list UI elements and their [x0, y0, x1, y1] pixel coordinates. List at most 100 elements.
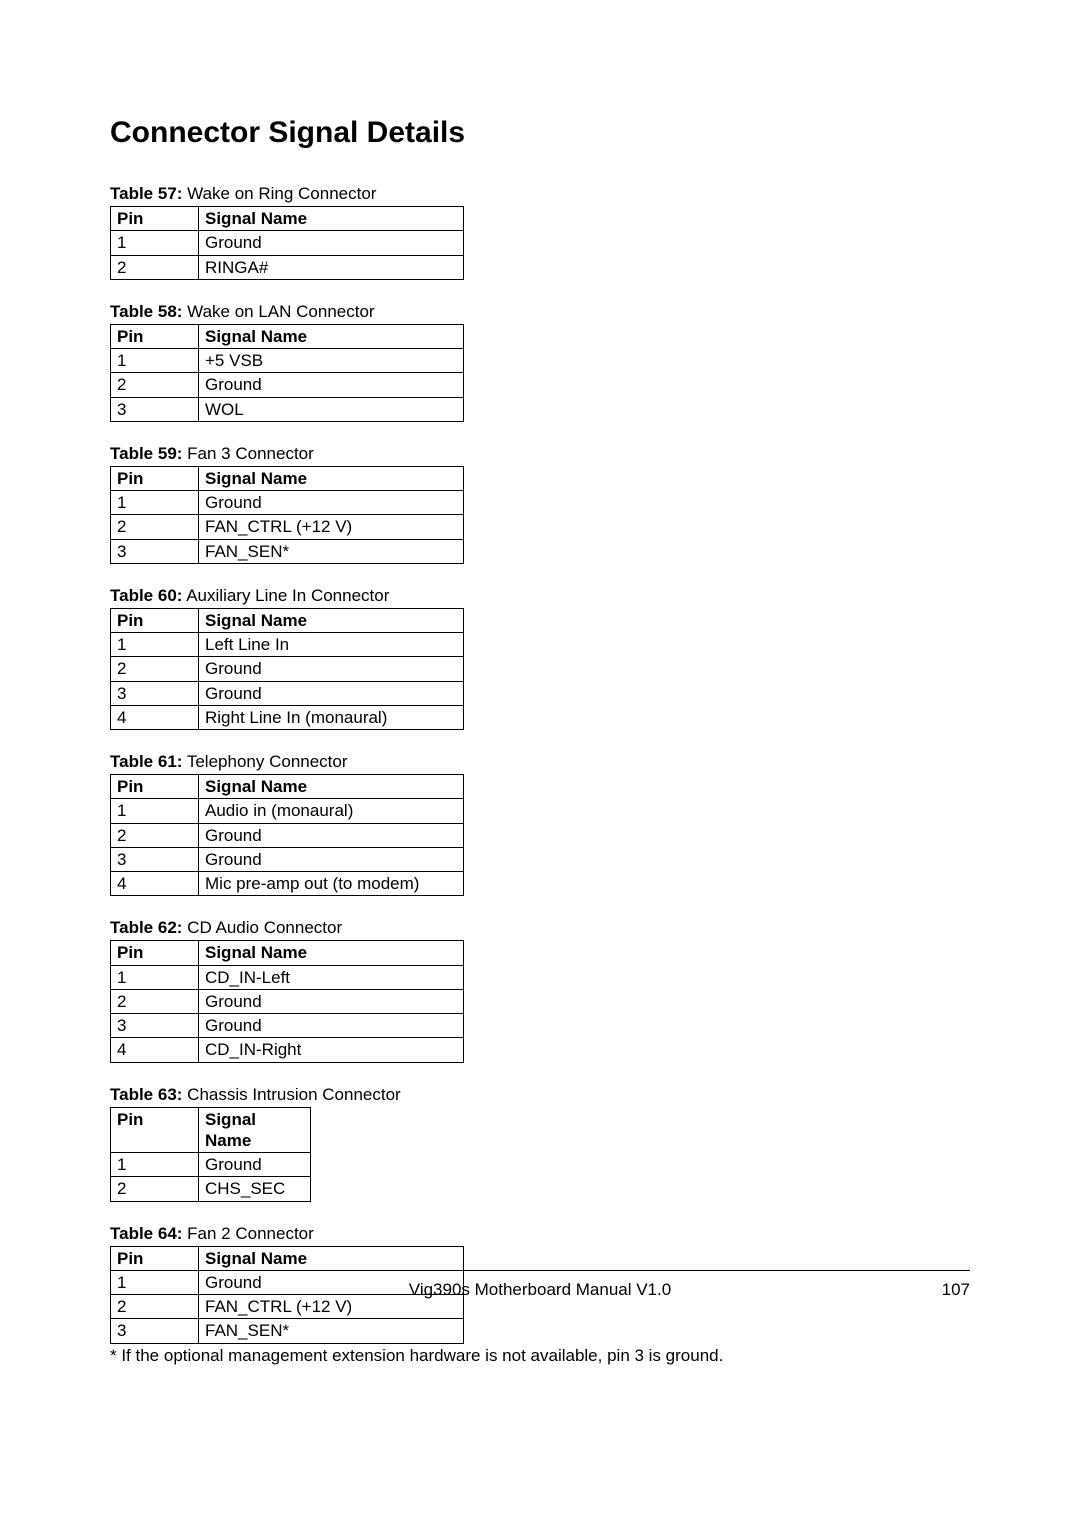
cell-pin: 1: [111, 231, 199, 255]
cell-signal: WOL: [199, 397, 464, 421]
table-caption: Table 57: Wake on Ring Connector: [110, 184, 970, 204]
table-caption-text: Fan 3 Connector: [182, 444, 313, 463]
cell-pin: 1: [111, 965, 199, 989]
cell-signal: FAN_SEN*: [199, 1319, 464, 1343]
table-header-row: PinSignal Name: [111, 775, 464, 799]
table-row: 2FAN_CTRL (+12 V): [111, 515, 464, 539]
col-header-pin: Pin: [111, 1246, 199, 1270]
table-caption-label: Table 58:: [110, 302, 182, 321]
cell-signal: FAN_CTRL (+12 V): [199, 515, 464, 539]
cell-signal: Audio in (monaural): [199, 799, 464, 823]
signal-table: PinSignal Name1Audio in (monaural)2Groun…: [110, 774, 464, 896]
col-header-signal: Signal Name: [199, 775, 464, 799]
cell-signal: CD_IN-Right: [199, 1038, 464, 1062]
cell-pin: 2: [111, 823, 199, 847]
table-header-row: PinSignal Name: [111, 324, 464, 348]
cell-pin: 3: [111, 539, 199, 563]
cell-signal: Ground: [199, 1153, 311, 1177]
cell-pin: 2: [111, 515, 199, 539]
table-caption-label: Table 64:: [110, 1224, 182, 1243]
table-block: Table 60: Auxiliary Line In ConnectorPin…: [110, 586, 970, 730]
cell-signal: CD_IN-Left: [199, 965, 464, 989]
cell-signal: Ground: [199, 847, 464, 871]
col-header-signal: Signal Name: [199, 1107, 311, 1153]
col-header-pin: Pin: [111, 207, 199, 231]
col-header-signal: Signal Name: [199, 207, 464, 231]
table-caption: Table 58: Wake on LAN Connector: [110, 302, 970, 322]
table-header-row: PinSignal Name: [111, 608, 464, 632]
footer-page-number: 107: [942, 1280, 970, 1300]
cell-pin: 1: [111, 799, 199, 823]
page-title: Connector Signal Details: [110, 116, 970, 150]
page-content: Connector Signal Details Table 57: Wake …: [110, 116, 970, 1366]
table-caption-label: Table 63:: [110, 1085, 182, 1104]
cell-pin: 4: [111, 705, 199, 729]
table-caption-label: Table 61:: [110, 752, 182, 771]
table-row: 1Ground: [111, 491, 464, 515]
cell-pin: 4: [111, 872, 199, 896]
cell-signal: Right Line In (monaural): [199, 705, 464, 729]
table-row: 1CD_IN-Left: [111, 965, 464, 989]
cell-pin: 3: [111, 1014, 199, 1038]
cell-signal: Mic pre-amp out (to modem): [199, 872, 464, 896]
footer-doc-title: Vig390s Motherboard Manual V1.0: [110, 1280, 970, 1300]
table-caption: Table 62: CD Audio Connector: [110, 918, 970, 938]
table-row: 2CHS_SEC: [111, 1177, 311, 1201]
table-block: Table 58: Wake on LAN ConnectorPinSignal…: [110, 302, 970, 422]
table-caption-label: Table 59:: [110, 444, 182, 463]
cell-pin: 2: [111, 989, 199, 1013]
cell-pin: 3: [111, 1319, 199, 1343]
table-row: 4Mic pre-amp out (to modem): [111, 872, 464, 896]
table-header-row: PinSignal Name: [111, 1107, 311, 1153]
table-header-row: PinSignal Name: [111, 207, 464, 231]
table-header-row: PinSignal Name: [111, 1246, 464, 1270]
signal-table: PinSignal Name1Ground2FAN_CTRL (+12 V)3F…: [110, 466, 464, 564]
cell-pin: 1: [111, 491, 199, 515]
cell-signal: CHS_SEC: [199, 1177, 311, 1201]
signal-table: PinSignal Name1Ground2RINGA#: [110, 206, 464, 280]
table-caption-text: Wake on Ring Connector: [182, 184, 376, 203]
table-caption-label: Table 62:: [110, 918, 182, 937]
table-caption-text: Auxiliary Line In Connector: [182, 586, 389, 605]
cell-signal: Ground: [199, 823, 464, 847]
table-row: 4CD_IN-Right: [111, 1038, 464, 1062]
table-header-row: PinSignal Name: [111, 941, 464, 965]
col-header-pin: Pin: [111, 324, 199, 348]
table-row: 1+5 VSB: [111, 349, 464, 373]
cell-pin: 1: [111, 349, 199, 373]
cell-pin: 4: [111, 1038, 199, 1062]
col-header-pin: Pin: [111, 608, 199, 632]
table-caption-text: Fan 2 Connector: [182, 1224, 313, 1243]
col-header-signal: Signal Name: [199, 466, 464, 490]
table-caption-text: Telephony Connector: [182, 752, 347, 771]
cell-signal: RINGA#: [199, 255, 464, 279]
table-caption-text: CD Audio Connector: [182, 918, 342, 937]
table-row: 2RINGA#: [111, 255, 464, 279]
col-header-pin: Pin: [111, 941, 199, 965]
page-footer: Vig390s Motherboard Manual V1.0 107: [110, 1280, 970, 1300]
cell-pin: 1: [111, 1153, 199, 1177]
cell-pin: 1: [111, 633, 199, 657]
table-row: 3FAN_SEN*: [111, 1319, 464, 1343]
cell-pin: 3: [111, 847, 199, 871]
signal-table: PinSignal Name1CD_IN-Left2Ground3Ground4…: [110, 940, 464, 1062]
col-header-pin: Pin: [111, 466, 199, 490]
table-row: 1Audio in (monaural): [111, 799, 464, 823]
table-row: 2Ground: [111, 823, 464, 847]
cell-signal: Ground: [199, 681, 464, 705]
cell-signal: Ground: [199, 657, 464, 681]
signal-table: PinSignal Name1Left Line In2Ground3Groun…: [110, 608, 464, 730]
cell-signal: Ground: [199, 989, 464, 1013]
table-caption: Table 59: Fan 3 Connector: [110, 444, 970, 464]
cell-signal: +5 VSB: [199, 349, 464, 373]
table-block: Table 57: Wake on Ring ConnectorPinSigna…: [110, 184, 970, 280]
table-row: 3Ground: [111, 847, 464, 871]
table-header-row: PinSignal Name: [111, 466, 464, 490]
col-header-signal: Signal Name: [199, 1246, 464, 1270]
table-row: 1Ground: [111, 231, 464, 255]
cell-pin: 2: [111, 657, 199, 681]
table-block: Table 62: CD Audio Connector PinSignal Na…: [110, 918, 970, 1062]
col-header-signal: Signal Name: [199, 941, 464, 965]
table-caption-text: Chassis Intrusion Connector: [182, 1085, 400, 1104]
table-row: 2Ground: [111, 373, 464, 397]
